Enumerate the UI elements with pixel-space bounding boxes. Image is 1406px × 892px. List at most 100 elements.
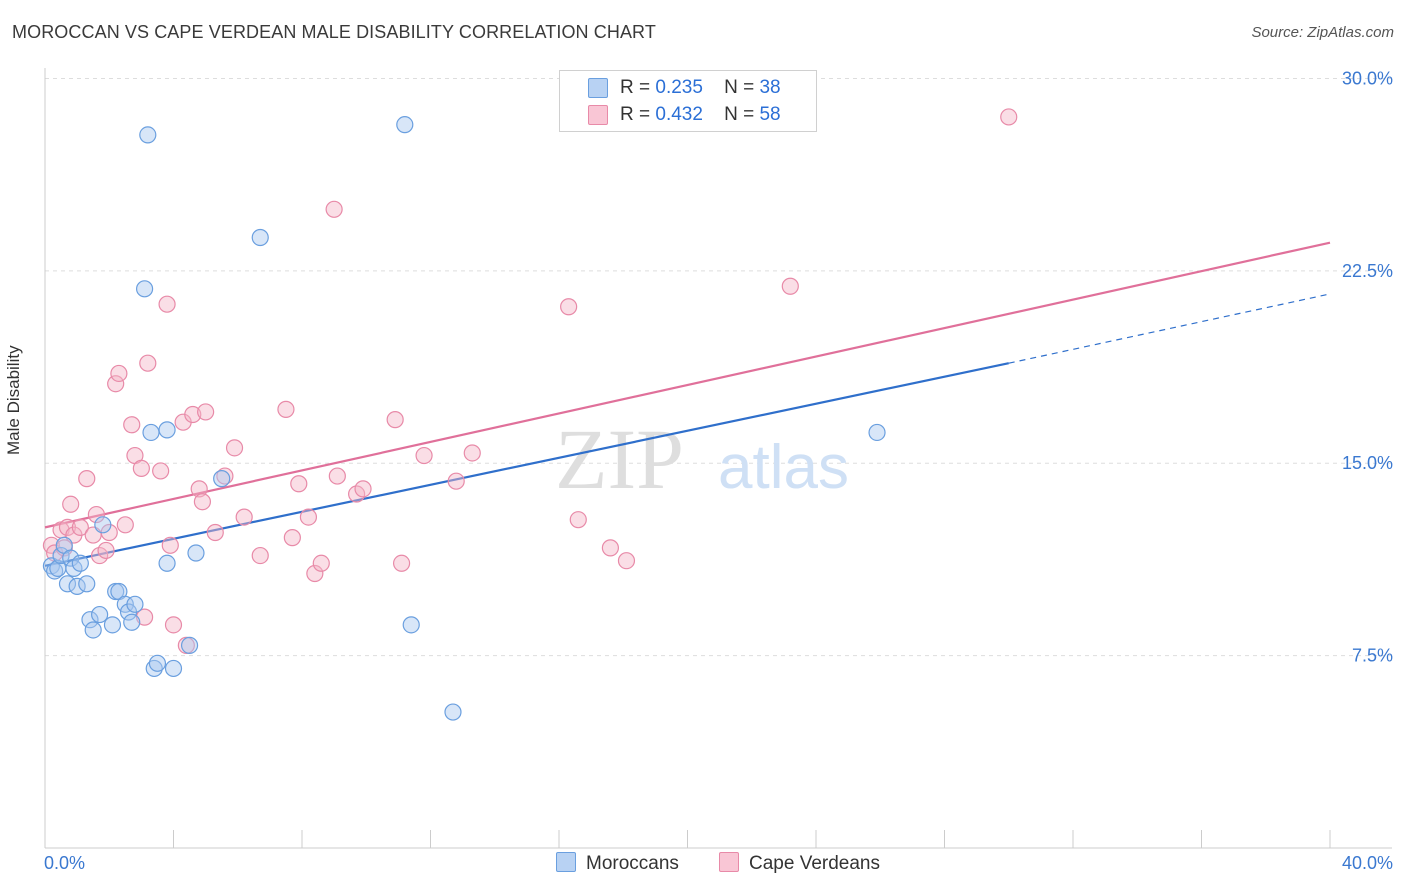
bottom-legend-cape-verdeans: Cape Verdeans — [719, 852, 880, 875]
cape-verdean-point — [87, 505, 106, 524]
legend-row-moroccans: R = 0.235 N = 38 — [560, 75, 816, 101]
cape-verdean-point — [116, 516, 134, 534]
cape-verdean-point — [283, 529, 301, 547]
cape-verdean-point — [62, 495, 80, 513]
moroccan-point — [62, 549, 80, 567]
cape-verdean-point — [164, 616, 183, 634]
cape-verdean-point — [206, 523, 224, 542]
moroccan-point — [58, 575, 77, 593]
y-tick-label: 15.0% — [1342, 453, 1393, 473]
trend-layer — [44, 241, 1331, 567]
bottom-legend-label: Cape Verdeans — [749, 853, 880, 874]
moroccan-point — [78, 575, 96, 593]
cape-verdean-point — [235, 508, 253, 526]
cape-verdean-point — [463, 444, 481, 462]
legend-n-label: N = — [724, 77, 755, 98]
moroccan-point — [71, 554, 89, 572]
cape-verdean-point — [569, 511, 587, 529]
bottom-legend-moroccans: Moroccans — [556, 852, 679, 875]
legend: R = 0.235 N = 38 R = 0.432 N = 58 — [559, 70, 817, 132]
bottom-legend-swatch-pink — [719, 852, 739, 872]
cape-verdean-point — [290, 475, 308, 493]
cape-verdean-point — [325, 200, 343, 218]
cape-verdean-point — [560, 298, 578, 316]
moroccan-point — [180, 636, 199, 654]
cape-verdean-point — [299, 508, 318, 526]
legend-r-value: 0.432 — [655, 104, 703, 125]
moroccan-point — [251, 228, 269, 247]
moroccan-point — [444, 703, 462, 721]
cape-verdean-point — [781, 277, 799, 295]
legend-swatch-blue — [588, 78, 608, 98]
moroccan-point — [103, 616, 122, 634]
cape-verdean-point — [161, 536, 179, 554]
y-tick-label: 7.5% — [1352, 646, 1393, 666]
cape-verdean-point — [306, 564, 324, 583]
cape-verdean-point — [107, 375, 125, 393]
moroccan-point — [142, 423, 160, 442]
moroccan-point — [145, 659, 163, 678]
cape-verdean-point — [354, 480, 372, 498]
bottom-legend-label: Moroccans — [586, 853, 679, 874]
legend-text-cape-verdeans: R = 0.432 N = 58 — [620, 104, 781, 126]
moroccan-point — [123, 613, 141, 631]
cape-verdean-point — [328, 467, 346, 485]
cape-verdean-point — [1000, 108, 1018, 126]
moroccan-point — [91, 605, 109, 624]
moroccan-point — [148, 654, 167, 672]
cape-verdean-point — [97, 541, 115, 560]
legend-n-label: N = — [724, 104, 755, 125]
moroccan-point — [135, 280, 154, 298]
cape-verdean-point — [123, 416, 141, 434]
cape-verdean-point — [617, 552, 636, 570]
moroccan-trend-extension — [1008, 293, 1331, 364]
moroccan-point — [213, 470, 231, 488]
chart-title: MOROCCAN VS CAPE VERDEAN MALE DISABILITY… — [12, 22, 656, 42]
x-tick-label: 40.0% — [1342, 853, 1393, 873]
cape-verdean-point — [190, 480, 208, 498]
cape-verdean-point — [216, 467, 234, 485]
moroccan-point — [68, 577, 86, 595]
moroccan-point — [187, 544, 205, 562]
legend-row-cape-verdeans: R = 0.432 N = 58 — [560, 102, 816, 128]
y-tick-label: 30.0% — [1342, 68, 1393, 88]
cape-verdean-point — [312, 554, 330, 572]
points-layer — [42, 108, 1018, 721]
y-axis-label: Male Disability — [4, 345, 23, 455]
cape-verdean-trend-line — [44, 241, 1331, 529]
source-label: Source: ZipAtlas.com — [1251, 24, 1394, 41]
watermark-zip: ZIP — [555, 411, 684, 507]
moroccan-point — [158, 554, 176, 572]
bottom-legend-swatch-blue — [556, 852, 576, 872]
cape-verdean-point — [415, 446, 433, 465]
moroccan-point — [81, 611, 99, 629]
cape-verdean-point — [139, 354, 157, 372]
moroccan-point — [402, 616, 420, 634]
moroccan-point — [84, 621, 102, 639]
legend-r-label: R = — [620, 77, 651, 98]
cape-verdean-point — [78, 470, 96, 488]
cape-verdean-point — [110, 364, 128, 383]
moroccan-point — [126, 595, 144, 613]
legend-text-moroccans: R = 0.235 N = 38 — [620, 77, 781, 99]
cape-verdean-point — [184, 405, 202, 424]
moroccan-point — [158, 421, 176, 439]
cape-verdean-point — [225, 439, 244, 457]
cape-verdean-point — [197, 403, 215, 421]
cape-verdean-point — [601, 539, 620, 557]
moroccan-point — [46, 562, 64, 580]
moroccan-trend-line — [44, 362, 1009, 567]
cape-verdean-point — [392, 554, 411, 572]
legend-r-value: 0.235 — [655, 77, 703, 98]
cape-verdean-point — [447, 472, 465, 490]
axis-layer — [44, 68, 1392, 849]
moroccan-point — [164, 659, 183, 678]
cape-verdean-point — [135, 608, 154, 626]
cape-verdean-point — [251, 546, 269, 565]
moroccan-point — [94, 516, 112, 534]
legend-r-label: R = — [620, 104, 651, 125]
legend-n-value: 58 — [759, 104, 781, 125]
moroccan-point — [396, 116, 414, 134]
watermark-atlas: atlas — [718, 433, 849, 502]
